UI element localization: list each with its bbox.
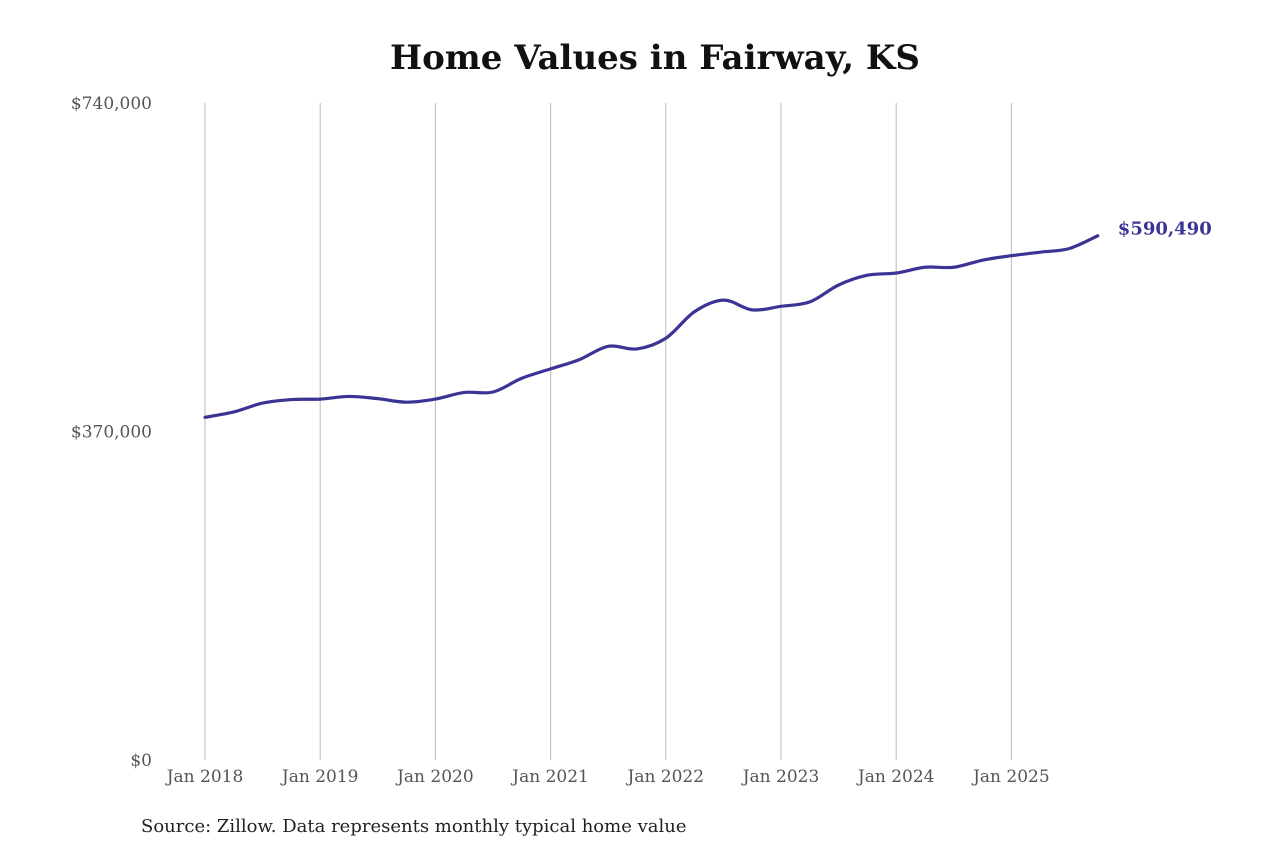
source-note: Source: Zillow. Data represents monthly … bbox=[141, 816, 687, 837]
y-tick-label: $0 bbox=[130, 751, 152, 771]
chart-title: Home Values in Fairway, KS bbox=[390, 38, 920, 78]
x-tick-label: Jan 2021 bbox=[510, 767, 589, 787]
x-tick-label: Jan 2025 bbox=[971, 767, 1050, 787]
x-tick-label: Jan 2018 bbox=[165, 767, 244, 787]
x-tick-label: Jan 2019 bbox=[280, 767, 359, 787]
end-value-label: $590,490 bbox=[1118, 219, 1212, 240]
x-tick-label: Jan 2023 bbox=[741, 767, 820, 787]
y-tick-label: $740,000 bbox=[71, 94, 152, 114]
x-tick-label: Jan 2022 bbox=[626, 767, 705, 787]
series-line bbox=[203, 234, 1100, 419]
y-tick-label: $370,000 bbox=[71, 423, 152, 443]
x-tick-label: Jan 2024 bbox=[856, 767, 935, 787]
x-tick-label: Jan 2020 bbox=[395, 767, 474, 787]
